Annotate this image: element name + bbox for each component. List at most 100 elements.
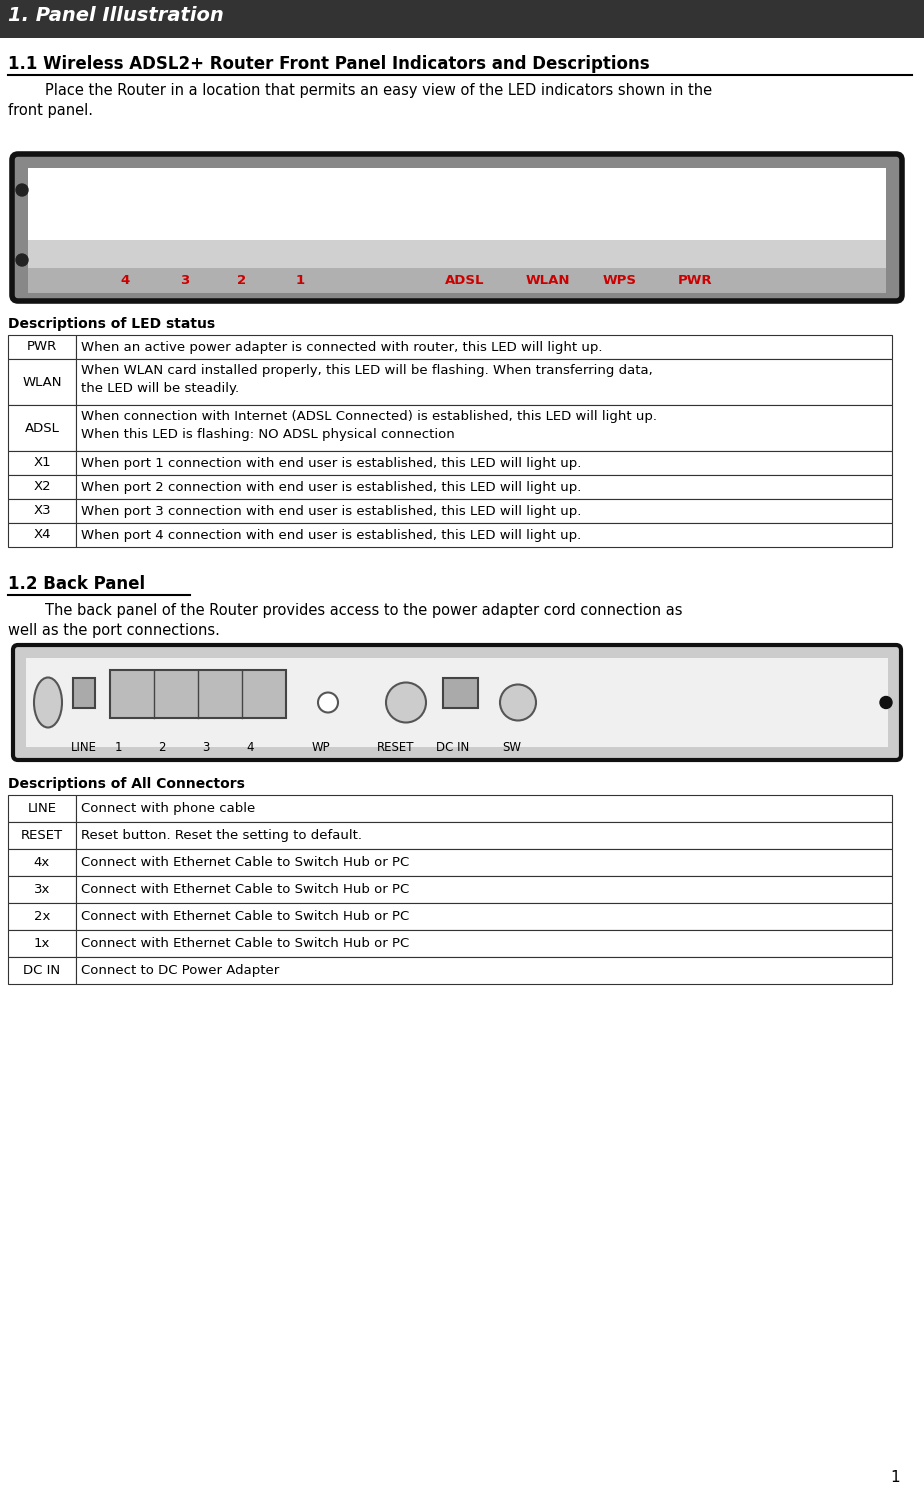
- Text: 2: 2: [158, 742, 165, 753]
- Bar: [76, 451, 892, 475]
- Text: When port 4 connection with end user is established, this LED will light up.: When port 4 connection with end user is …: [81, 529, 581, 541]
- Bar: [8, 359, 76, 405]
- Text: Connect to DC Power Adapter: Connect to DC Power Adapter: [81, 964, 279, 978]
- Bar: [8, 335, 76, 359]
- Text: 2: 2: [237, 274, 247, 287]
- Circle shape: [16, 254, 28, 266]
- Text: Connect with Ethernet Cable to Switch Hub or PC: Connect with Ethernet Cable to Switch Hu…: [81, 884, 409, 896]
- Text: When WLAN card installed properly, this LED will be flashing. When transferring : When WLAN card installed properly, this …: [81, 363, 652, 377]
- Text: Connect with Ethernet Cable to Switch Hub or PC: Connect with Ethernet Cable to Switch Hu…: [81, 937, 409, 949]
- Text: Connect with phone cable: Connect with phone cable: [81, 801, 255, 815]
- Bar: [76, 335, 892, 359]
- FancyBboxPatch shape: [12, 154, 902, 300]
- Text: ADSL: ADSL: [445, 274, 485, 287]
- Bar: [8, 405, 76, 451]
- Circle shape: [386, 683, 426, 722]
- Bar: [8, 957, 76, 984]
- Bar: [8, 795, 76, 822]
- Text: 3x: 3x: [34, 884, 50, 896]
- Text: 2x: 2x: [34, 910, 50, 922]
- Text: 1: 1: [296, 274, 305, 287]
- Text: 1x: 1x: [34, 937, 50, 949]
- Bar: [8, 523, 76, 547]
- Bar: [28, 268, 886, 293]
- Text: When connection with Internet (ADSL Connected) is established, this LED will lig: When connection with Internet (ADSL Conn…: [81, 410, 657, 423]
- Text: X2: X2: [33, 480, 51, 493]
- Text: SW: SW: [503, 742, 521, 753]
- Text: Connect with Ethernet Cable to Switch Hub or PC: Connect with Ethernet Cable to Switch Hu…: [81, 857, 409, 869]
- Bar: [0, 0, 924, 37]
- Text: PWR: PWR: [27, 341, 57, 353]
- Text: 3: 3: [180, 274, 189, 287]
- Text: 1: 1: [115, 742, 122, 753]
- Text: WP: WP: [311, 742, 330, 753]
- Bar: [8, 499, 76, 523]
- Bar: [76, 499, 892, 523]
- Text: DC IN: DC IN: [436, 742, 469, 753]
- Bar: [76, 957, 892, 984]
- Circle shape: [880, 697, 892, 709]
- Text: X1: X1: [33, 456, 51, 469]
- Bar: [76, 822, 892, 849]
- Text: X3: X3: [33, 504, 51, 517]
- Text: 1. Panel Illustration: 1. Panel Illustration: [8, 6, 224, 25]
- Text: 4: 4: [120, 274, 129, 287]
- Text: 4: 4: [247, 742, 254, 753]
- Text: Connect with Ethernet Cable to Switch Hub or PC: Connect with Ethernet Cable to Switch Hu…: [81, 910, 409, 922]
- Text: LINE: LINE: [71, 742, 97, 753]
- Bar: [76, 876, 892, 903]
- Text: When this LED is flashing: NO ADSL physical connection: When this LED is flashing: NO ADSL physi…: [81, 428, 455, 441]
- Text: 1: 1: [891, 1470, 900, 1485]
- Bar: [8, 475, 76, 499]
- Text: 1.1 Wireless ADSL2+ Router Front Panel Indicators and Descriptions: 1.1 Wireless ADSL2+ Router Front Panel I…: [8, 55, 650, 73]
- Text: Reset button. Reset the setting to default.: Reset button. Reset the setting to defau…: [81, 830, 362, 842]
- Text: Place the Router in a location that permits an easy view of the LED indicators s: Place the Router in a location that perm…: [8, 84, 712, 99]
- Bar: [8, 822, 76, 849]
- Circle shape: [318, 692, 338, 713]
- Bar: [76, 405, 892, 451]
- Bar: [76, 795, 892, 822]
- Text: PWR: PWR: [677, 274, 712, 287]
- Bar: [8, 849, 76, 876]
- Bar: [76, 359, 892, 405]
- Text: When port 3 connection with end user is established, this LED will light up.: When port 3 connection with end user is …: [81, 504, 581, 517]
- Bar: [76, 903, 892, 930]
- Ellipse shape: [34, 677, 62, 728]
- Text: When port 1 connection with end user is established, this LED will light up.: When port 1 connection with end user is …: [81, 456, 581, 469]
- Circle shape: [16, 184, 28, 196]
- Bar: [76, 475, 892, 499]
- Text: well as the port connections.: well as the port connections.: [8, 623, 220, 638]
- Bar: [73, 679, 95, 709]
- Bar: [8, 903, 76, 930]
- Bar: [8, 930, 76, 957]
- Bar: [110, 670, 286, 718]
- Text: ADSL: ADSL: [25, 422, 59, 435]
- Text: Descriptions of All Connectors: Descriptions of All Connectors: [8, 777, 245, 791]
- Bar: [76, 849, 892, 876]
- Bar: [8, 451, 76, 475]
- Text: When an active power adapter is connected with router, this LED will light up.: When an active power adapter is connecte…: [81, 341, 602, 353]
- Text: 1.2 Back Panel: 1.2 Back Panel: [8, 576, 145, 594]
- Text: WLAN: WLAN: [526, 274, 570, 287]
- Text: X4: X4: [33, 529, 51, 541]
- Bar: [443, 679, 478, 709]
- Text: RESET: RESET: [377, 742, 415, 753]
- Bar: [28, 241, 886, 268]
- Text: Descriptions of LED status: Descriptions of LED status: [8, 317, 215, 330]
- Text: WLAN: WLAN: [22, 375, 62, 389]
- Bar: [28, 167, 886, 241]
- Bar: [26, 658, 888, 748]
- Text: When port 2 connection with end user is established, this LED will light up.: When port 2 connection with end user is …: [81, 480, 581, 493]
- Text: 3: 3: [202, 742, 210, 753]
- Text: The back panel of the Router provides access to the power adapter cord connectio: The back panel of the Router provides ac…: [8, 602, 683, 617]
- Text: LINE: LINE: [28, 801, 56, 815]
- FancyBboxPatch shape: [13, 644, 901, 759]
- Bar: [76, 523, 892, 547]
- Text: front panel.: front panel.: [8, 103, 93, 118]
- Text: DC IN: DC IN: [23, 964, 61, 978]
- Circle shape: [500, 685, 536, 721]
- Bar: [76, 930, 892, 957]
- Text: WPS: WPS: [603, 274, 637, 287]
- Text: 4x: 4x: [34, 857, 50, 869]
- Text: RESET: RESET: [21, 830, 63, 842]
